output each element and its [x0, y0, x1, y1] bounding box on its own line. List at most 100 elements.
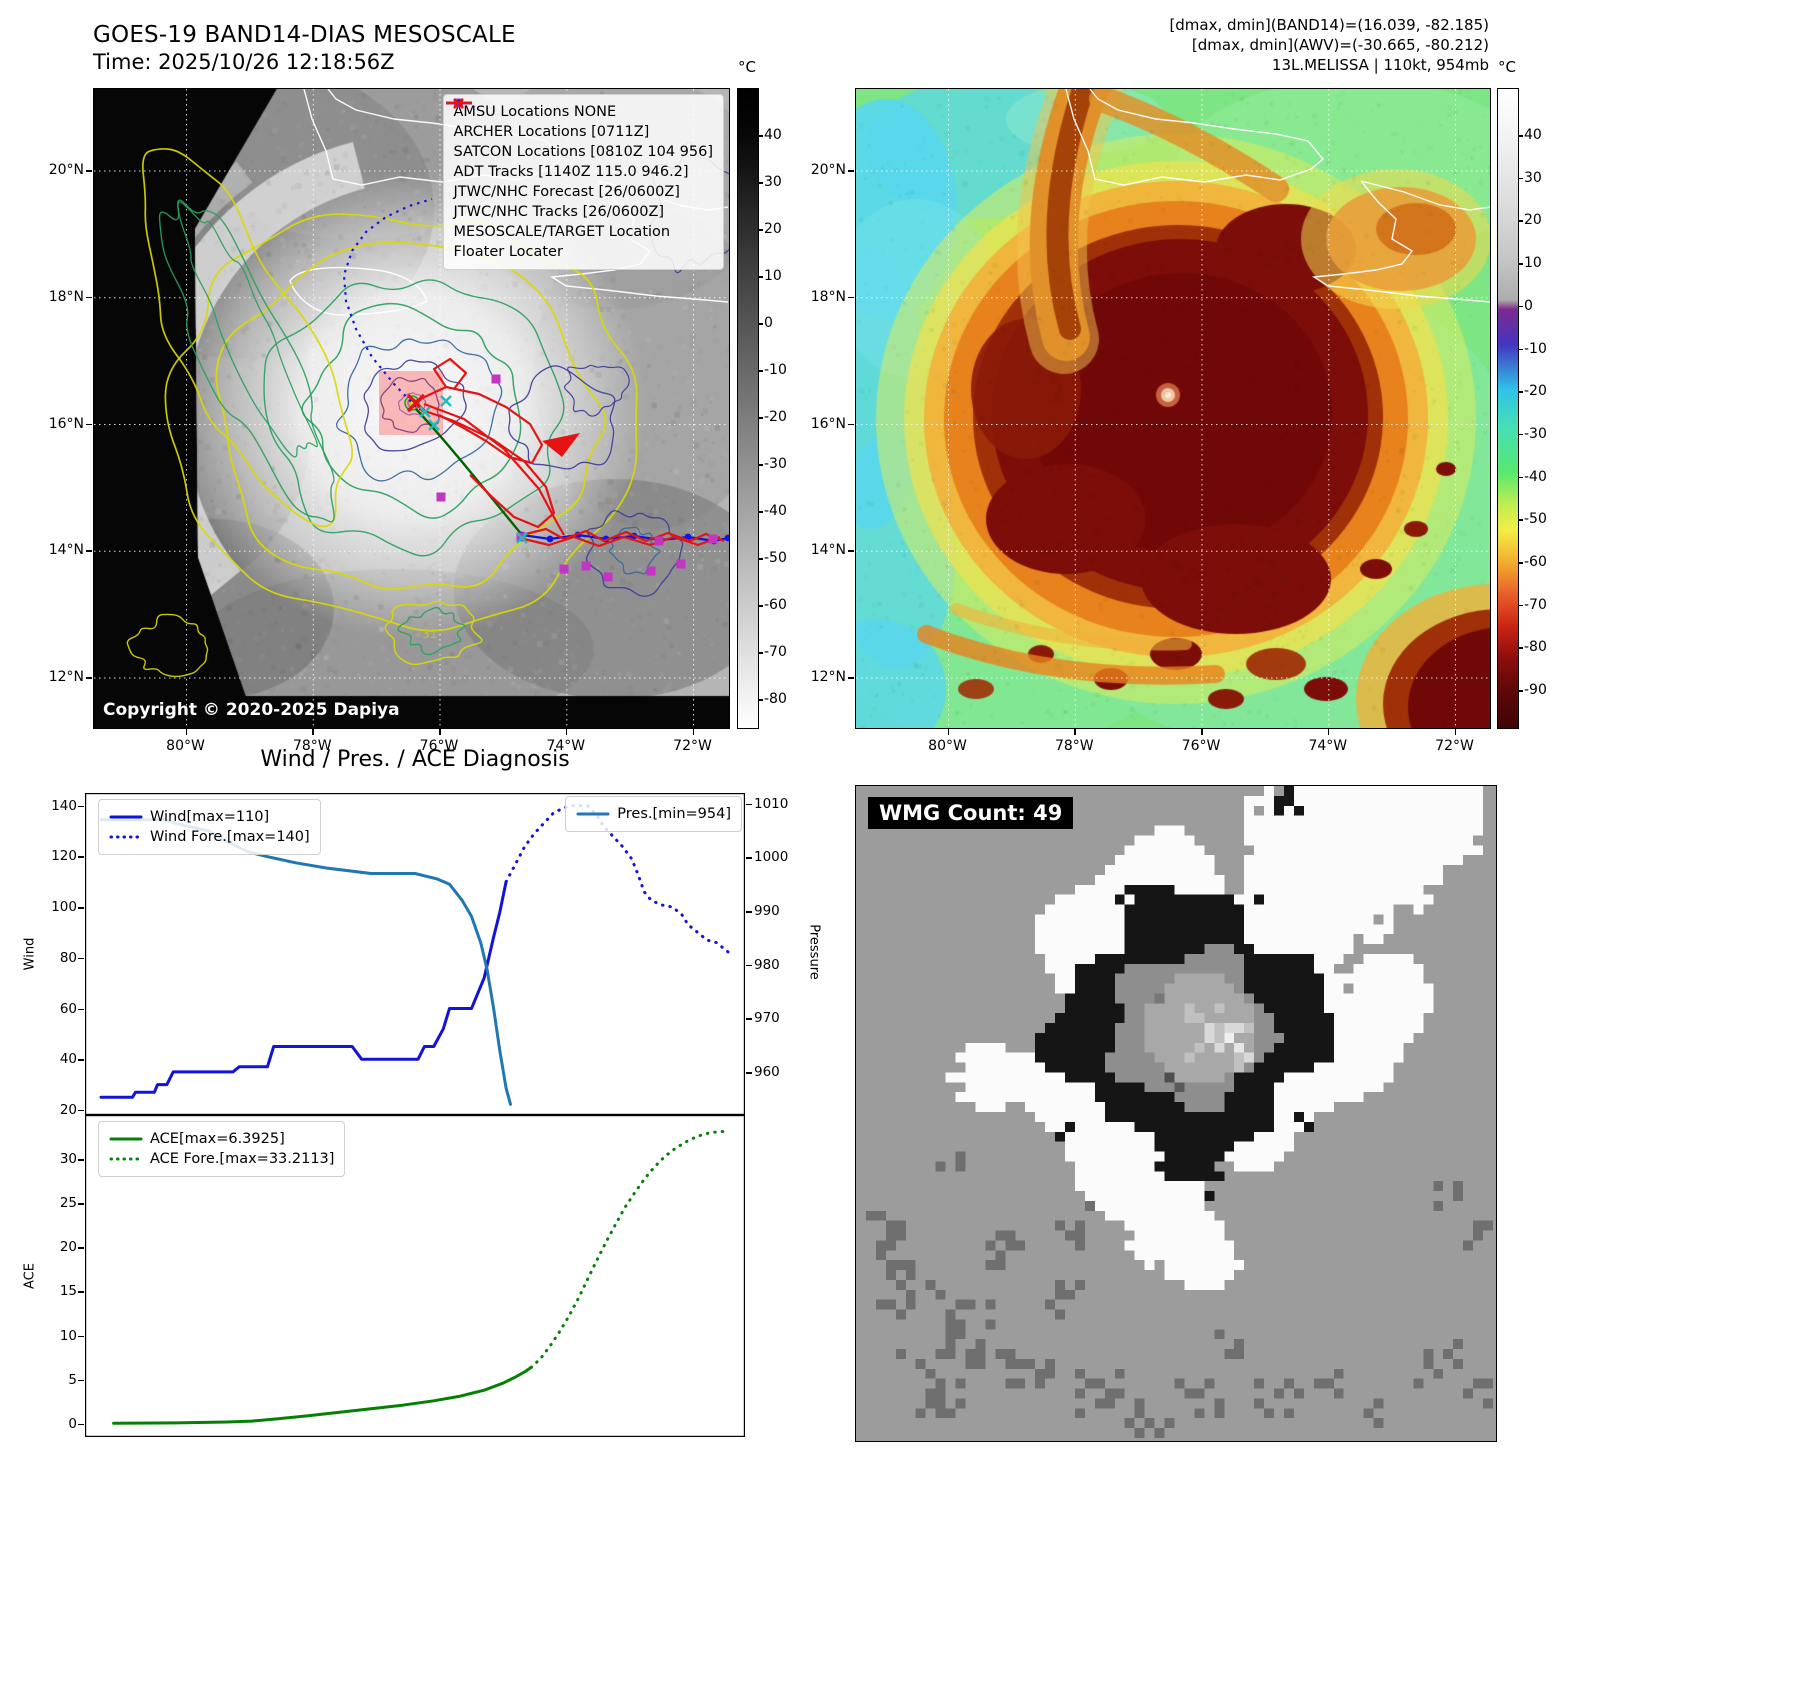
colorbar-tick-mark — [1518, 476, 1523, 479]
y-tick-mark — [78, 1291, 84, 1293]
colorbar-tick-label: -60 — [1524, 554, 1547, 570]
awv-colorbar — [1497, 88, 1519, 729]
colorbar-tick-label: -80 — [1524, 639, 1547, 656]
line-sample-icon — [109, 1137, 143, 1141]
y-tick-label: 5 — [68, 1371, 77, 1388]
lat-tick-label: 18°N — [810, 288, 846, 305]
legend-item: SATCON Locations [0810Z 104 956] — [452, 98, 713, 162]
chart-legend-item: ACE[max=6.3925] — [109, 1129, 334, 1149]
lon-tick-mark — [947, 729, 949, 735]
archer-fix-marker — [436, 492, 446, 502]
colorbar-tick-mark — [758, 229, 763, 231]
legend-item: Floater Locater — [445, 101, 713, 262]
band14-map-overlay — [94, 89, 729, 728]
colorbar-tick-label: 10 — [1524, 255, 1542, 272]
satcon-fix-marker — [440, 395, 452, 407]
colorbar-tick-label: -50 — [764, 550, 787, 566]
chart-legend-item: Wind Fore.[max=140] — [109, 827, 310, 847]
lat-tick-label: 12°N — [810, 669, 846, 685]
y-tick-mark — [78, 805, 84, 808]
awv-map-overlay — [856, 89, 1490, 728]
chart-legend-label: Wind Fore.[max=140] — [150, 829, 310, 845]
lon-tick-mark — [185, 729, 187, 735]
ace-chart — [85, 1115, 745, 1437]
y-tick-right-label: 990 — [754, 903, 780, 920]
lat-tick-mark — [848, 550, 854, 552]
legend-item-label: JTWC/NHC Tracks [26/0600Z] — [453, 204, 665, 220]
colorbar-tick-label: 30 — [1524, 169, 1542, 186]
lon-tick-mark — [1201, 729, 1203, 735]
y-tick-right-label: 1010 — [754, 795, 789, 812]
lat-tick-mark — [86, 677, 92, 679]
band14-title: GOES-19 BAND14-DIAS MESOSCALE — [93, 22, 516, 48]
colorbar-tick-label: -30 — [1524, 425, 1547, 442]
lon-tick-label: 78°W — [292, 738, 332, 754]
charts-title: Wind / Pres. / ACE Diagnosis — [260, 747, 570, 772]
colorbar-tick-label: 20 — [764, 221, 782, 237]
colorbar-tick-mark — [758, 511, 763, 513]
colorbar-tick-label: -40 — [764, 503, 787, 519]
colorbar-tick-mark — [1518, 604, 1523, 607]
floater-track-line — [521, 527, 725, 543]
colorbar-tick-mark — [758, 652, 763, 654]
y-tick-mark — [78, 957, 84, 960]
dmax-dmin-band14-readout: [dmax, dmin](BAND14)=(16.039, -82.185) — [1169, 16, 1489, 34]
y-tick-mark — [78, 1335, 84, 1338]
colorbar-tick-label: 0 — [764, 315, 773, 331]
colorbar-tick-label: 0 — [1524, 297, 1533, 314]
lon-tick-mark — [439, 729, 441, 735]
lat-tick-label: 14°N — [810, 542, 846, 559]
lat-tick-label: 16°N — [48, 415, 84, 432]
chart-legend-label: ACE Fore.[max=33.2113] — [150, 1151, 335, 1167]
floater-track-line — [415, 385, 544, 465]
colorbar-tick-mark — [758, 699, 763, 701]
legend-item: JTWC/NHC Forecast [26/0600Z] — [445, 101, 713, 202]
legend-item: ADT Tracks [1140Z 115.0 946.2] — [445, 101, 713, 182]
lat-tick-mark — [86, 423, 92, 425]
series-ace — [112, 1365, 533, 1425]
awv-colorbar-unit: °C — [1498, 58, 1516, 76]
y-tick-label: 80 — [59, 949, 77, 966]
chart-legend-label: Pres.[min=954] — [617, 806, 731, 822]
y-tick-right-mark — [746, 911, 752, 913]
archer-fix-marker — [654, 536, 664, 546]
lon-tick-label: 80°W — [166, 738, 205, 754]
y-tick-mark — [78, 1159, 84, 1161]
y-tick-label: 20 — [59, 1101, 77, 1118]
colorbar-tick-mark — [1518, 305, 1523, 308]
line-marker-icon — [445, 101, 472, 105]
y-tick-label: 60 — [59, 1000, 77, 1017]
archer-fix-marker — [581, 561, 591, 571]
wmg-panel: WMG Count: 49 — [855, 785, 1497, 1442]
line-sample-icon — [109, 815, 143, 819]
colorbar-tick-mark — [758, 558, 763, 560]
y-tick-right-mark — [746, 803, 752, 806]
archer-fix-marker — [676, 559, 686, 569]
dotted-line-sample-icon — [109, 835, 143, 839]
storm-intensity-readout: 13L.MELISSA | 110kt, 954mb — [1271, 56, 1489, 74]
chart-legend-item: Wind[max=110] — [109, 807, 310, 827]
lon-tick-mark — [1327, 729, 1330, 735]
y-tick-mark — [78, 1008, 84, 1010]
legend-item: ARCHER Locations [0711Z] — [453, 98, 713, 142]
lon-tick-label: 74°W — [546, 738, 586, 754]
y-tick-label: 0 — [68, 1415, 77, 1432]
colorbar-tick-mark — [758, 276, 763, 278]
pressure-axis-label: Pressure — [806, 924, 822, 980]
dotted-line-sample-icon — [109, 1157, 143, 1161]
colorbar-tick-label: -50 — [1524, 511, 1547, 528]
colorbar-tick-mark — [758, 135, 763, 137]
series-wind-fore- — [504, 804, 731, 955]
floater-track-line — [523, 535, 721, 548]
legend-item-label: JTWC/NHC Forecast [26/0600Z] — [453, 184, 680, 200]
lat-tick-label: 16°N — [810, 415, 846, 432]
lon-tick-mark — [1074, 729, 1076, 735]
colorbar-tick-mark — [1518, 433, 1523, 436]
legend-item-label: AMSU Locations NONE — [453, 104, 617, 120]
colorbar-tick-label: -40 — [1524, 468, 1547, 485]
lon-tick-label: 76°W — [1181, 738, 1221, 754]
band14-colorbar — [737, 88, 759, 729]
colorbar-tick-label: -60 — [764, 597, 787, 613]
y-tick-mark — [78, 1203, 84, 1205]
